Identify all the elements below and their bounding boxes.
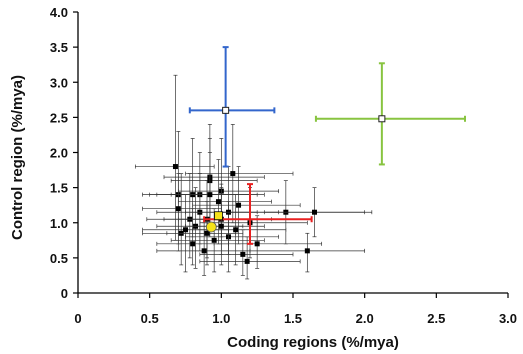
data-point xyxy=(215,199,221,205)
x-ticks: 0 0.5 1.0 1.5 2.0 2.5 3.0 xyxy=(74,293,517,326)
error-bars xyxy=(314,62,466,166)
y-tick-label: 0 xyxy=(61,286,68,301)
error-bars xyxy=(263,187,373,238)
error-bars xyxy=(146,173,251,259)
error-bars xyxy=(199,229,294,276)
y-tick-label: 3.5 xyxy=(50,40,68,55)
data-point xyxy=(254,241,260,247)
x-tick-label: 0.5 xyxy=(141,311,159,326)
data-point xyxy=(211,237,217,243)
error-bars xyxy=(199,187,308,259)
data-point xyxy=(222,106,230,114)
y-tick-label: 2.5 xyxy=(50,110,68,125)
y-tick-label: 2.0 xyxy=(50,146,68,161)
x-tick-label: 3.0 xyxy=(499,311,517,326)
data-point xyxy=(230,171,236,177)
data-point xyxy=(175,206,181,212)
data-point xyxy=(205,221,217,233)
error-bars xyxy=(188,46,276,168)
data-point xyxy=(214,211,223,221)
data-point xyxy=(183,227,188,233)
y-axis-label: Control region (%/mya) xyxy=(9,75,26,240)
y-tick-label: 0.5 xyxy=(50,251,68,266)
error-bars xyxy=(177,159,272,245)
x-tick-label: 0 xyxy=(74,311,81,326)
error-bars xyxy=(185,124,294,224)
data-point xyxy=(233,227,239,233)
plot-area: 0 0.5 1.0 1.5 2.0 2.5 3.0 0 0.5 1.0 1.5 2.0 2.5 3.0 3… xyxy=(50,5,517,326)
data-point xyxy=(190,241,196,247)
data-point xyxy=(378,115,386,123)
data-point xyxy=(218,223,224,229)
data-point xyxy=(204,230,210,236)
data-point xyxy=(312,209,317,215)
data-point xyxy=(201,248,207,254)
x-tick-label: 2.0 xyxy=(356,311,374,326)
y-tick-label: 3.0 xyxy=(50,75,68,90)
error-bars xyxy=(134,74,215,241)
x-tick-label: 1.5 xyxy=(284,311,302,326)
data-points xyxy=(134,46,466,280)
x-tick-label: 2.5 xyxy=(427,311,445,326)
data-point xyxy=(304,248,310,254)
y-ticks: 0 0.5 1.0 1.5 2.0 2.5 3.0 3.5 4.0 xyxy=(50,5,78,301)
x-axis-label: Coding regions (%/mya) xyxy=(227,334,399,351)
x-tick-label: 1.0 xyxy=(212,311,230,326)
data-point xyxy=(236,202,242,208)
data-point xyxy=(244,258,250,264)
data-point xyxy=(240,251,246,257)
y-tick-label: 4.0 xyxy=(50,5,68,20)
y-tick-label: 1.0 xyxy=(50,216,68,231)
data-point xyxy=(172,164,178,170)
error-bars xyxy=(213,215,323,269)
error-bars xyxy=(185,187,265,266)
y-tick-label: 1.5 xyxy=(50,181,68,196)
data-point xyxy=(207,192,213,198)
